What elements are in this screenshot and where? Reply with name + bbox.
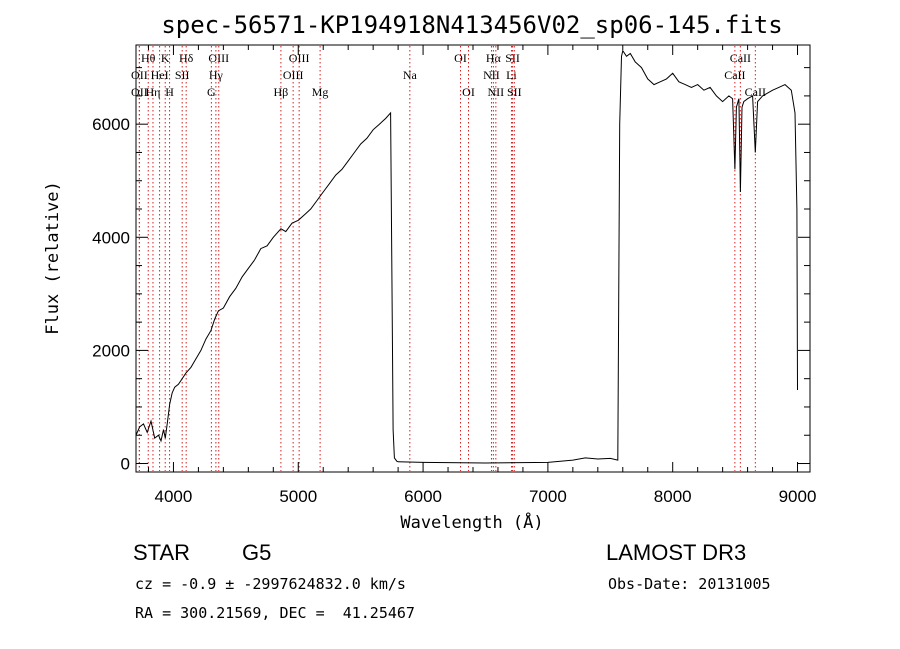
marker-label: SII xyxy=(507,85,522,99)
coordinates: RA = 300.21569, DEC = 41.25467 xyxy=(135,604,415,622)
marker-label: CaII xyxy=(745,85,766,99)
chart-title: spec-56571-KP194918N413456V02_sp06-145.f… xyxy=(161,11,782,39)
x-tick-label: 6000 xyxy=(404,487,442,506)
marker-label: Hα xyxy=(486,51,502,65)
plot-frame xyxy=(135,44,811,473)
marker-label: Mg xyxy=(312,85,329,99)
marker-label: OI xyxy=(454,51,467,65)
marker-label: H xyxy=(165,85,174,99)
axis-ticks: 4000 5000 6000 7000 8000 9000 0 2000 4000 6000 xyxy=(92,45,816,506)
redshift-line: cz = -0.9 ± -2997624832.0 km/s xyxy=(135,575,406,593)
x-tick-label: 8000 xyxy=(654,487,692,506)
marker-label: Hδ xyxy=(179,51,194,65)
object-class: STAR xyxy=(133,540,191,565)
x-axis-label: Wavelength (Å) xyxy=(400,511,543,533)
y-tick-label: 2000 xyxy=(92,341,130,360)
flux-series-line xyxy=(135,49,798,464)
marker-label: K xyxy=(161,51,170,65)
marker-label: Hβ xyxy=(274,85,289,99)
marker-label: Hη xyxy=(145,85,160,99)
marker-label: G xyxy=(207,85,216,99)
subclass: G5 xyxy=(242,540,272,565)
marker-label: Li xyxy=(506,68,517,82)
y-tick-label: 4000 xyxy=(92,228,130,247)
x-tick-label: 4000 xyxy=(155,487,193,506)
marker-label: Hθ xyxy=(141,51,156,65)
marker-label: OIII xyxy=(283,68,304,82)
marker-label: OI xyxy=(462,85,475,99)
marker-label: CaII xyxy=(724,68,745,82)
marker-label: OIII xyxy=(208,51,229,65)
marker-label: NII xyxy=(483,68,500,82)
marker-label: OII xyxy=(131,85,148,99)
x-tick-label: 9000 xyxy=(779,487,817,506)
series-layer xyxy=(135,49,798,464)
marker-label: SII xyxy=(175,68,190,82)
marker-label: OIII xyxy=(289,51,310,65)
y-axis-label: Flux (relative) xyxy=(43,181,63,335)
marker-label: Na xyxy=(403,68,418,82)
obs-date: Obs-Date: 20131005 xyxy=(608,575,771,593)
x-tick-label: 5000 xyxy=(279,487,317,506)
marker-label: HeI xyxy=(151,68,169,82)
marker-label: Hγ xyxy=(209,68,224,82)
marker-label: SII xyxy=(505,51,520,65)
y-tick-label: 6000 xyxy=(92,115,130,134)
marker-label: NII xyxy=(488,85,505,99)
survey-name: LAMOST DR3 xyxy=(606,540,747,565)
x-tick-label: 7000 xyxy=(529,487,567,506)
y-tick-label: 0 xyxy=(121,455,130,474)
marker-label: CaII xyxy=(730,51,751,65)
